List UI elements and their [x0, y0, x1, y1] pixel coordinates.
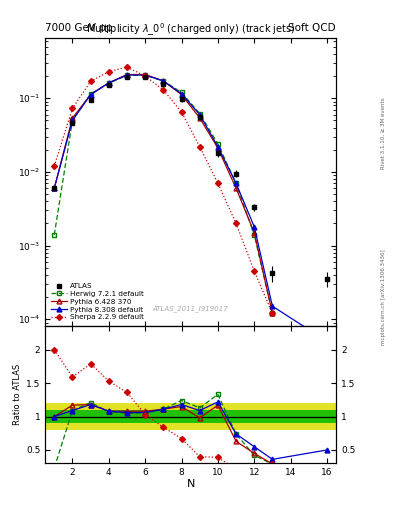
- Legend: ATLAS, Herwig 7.2.1 default, Pythia 6.428 370, Pythia 8.308 default, Sherpa 2.2.: ATLAS, Herwig 7.2.1 default, Pythia 6.42…: [49, 281, 146, 323]
- Text: mcplots.cern.ch [arXiv:1306.3436]: mcplots.cern.ch [arXiv:1306.3436]: [381, 249, 386, 345]
- X-axis label: N: N: [186, 479, 195, 488]
- Text: Rivet 3.1.10, ≥ 3M events: Rivet 3.1.10, ≥ 3M events: [381, 97, 386, 169]
- Text: ATLAS_2011_I919017: ATLAS_2011_I919017: [153, 305, 228, 312]
- Text: Soft QCD: Soft QCD: [288, 23, 336, 33]
- Y-axis label: Ratio to ATLAS: Ratio to ATLAS: [13, 364, 22, 425]
- Title: Multiplicity $\lambda\_0^0$ (charged only) (track jets): Multiplicity $\lambda\_0^0$ (charged onl…: [86, 22, 296, 38]
- Text: 7000 GeV pp: 7000 GeV pp: [45, 23, 113, 33]
